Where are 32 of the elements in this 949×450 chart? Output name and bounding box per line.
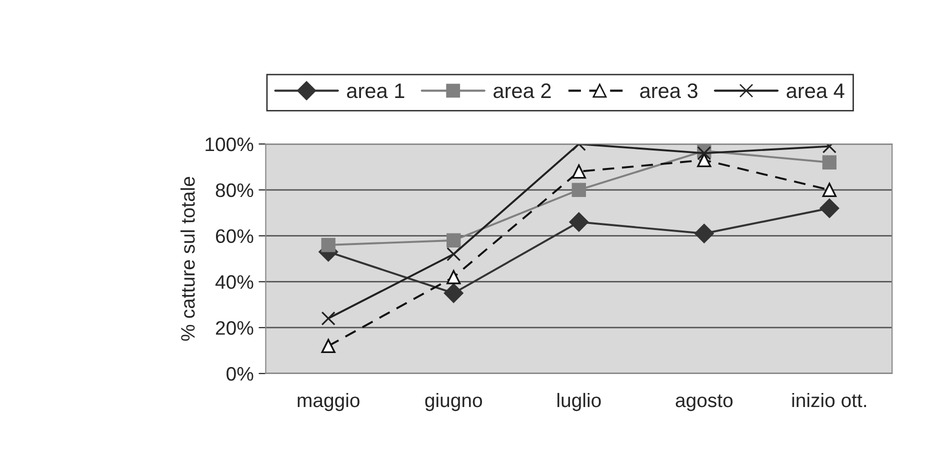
point [822, 155, 837, 170]
point [446, 247, 461, 262]
y-axis-title: % catture sul totale [180, 176, 195, 341]
point [446, 270, 461, 284]
point [822, 182, 837, 197]
point [321, 338, 336, 354]
point [572, 164, 586, 179]
y-tick-label: 0% [226, 366, 254, 381]
legend-label: area 4 [786, 84, 844, 98]
legend-label: area 3 [640, 83, 698, 98]
point [444, 284, 464, 303]
y-tick-label: 60% [216, 229, 254, 244]
point [321, 238, 336, 252]
point [694, 224, 714, 244]
x-tick-label: giugno [425, 392, 482, 412]
point [697, 146, 712, 160]
point [572, 182, 586, 197]
point [820, 198, 840, 218]
legend-label: area 2 [494, 83, 551, 98]
y-tick-label: 20% [216, 321, 254, 335]
legend-label: area 1 [347, 84, 404, 98]
point [697, 152, 712, 168]
point [446, 233, 461, 248]
x-tick-label: inizio ott. [792, 392, 866, 408]
point [569, 212, 589, 232]
y-tick-label: 40% [215, 275, 254, 289]
x-tick-label: luglio [558, 392, 601, 412]
y-tick-label: 100% [206, 137, 254, 152]
point [321, 311, 336, 326]
x-tick-label: maggio [298, 392, 360, 412]
y-tick-label: 80% [216, 183, 254, 198]
x-tick-label: agosto [676, 394, 733, 412]
